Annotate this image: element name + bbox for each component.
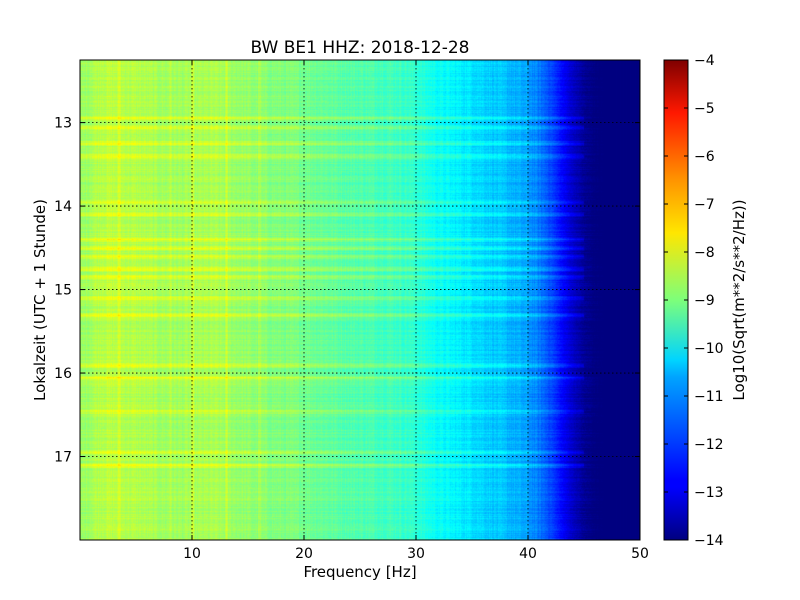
x-tick-label: 40 xyxy=(519,546,537,562)
colorbar-tick-label: −8 xyxy=(694,245,715,261)
y-tick-label: 15 xyxy=(54,283,72,299)
colorbar-tick-label: −14 xyxy=(694,533,724,549)
plot-area xyxy=(79,59,641,541)
colorbar-tick-label: −4 xyxy=(694,53,715,69)
y-tick-label: 16 xyxy=(54,366,72,382)
colorbar-tick-label: −10 xyxy=(694,341,724,357)
colorbar-tick-label: −6 xyxy=(694,149,715,165)
x-axis-ticks: 10 20 30 40 50 xyxy=(183,60,649,562)
colorbar-label: Log10(Sqrt(m**2/s**2/Hz)) xyxy=(730,199,748,400)
x-tick-label: 20 xyxy=(295,546,313,562)
colorbar-tick-label: −11 xyxy=(694,389,724,405)
colorbar-tick-label: −5 xyxy=(694,101,715,117)
grid-lines xyxy=(80,60,640,540)
chart-title: BW BE1 HHZ: 2018-12-28 xyxy=(250,38,469,58)
colorbar-tick-label: −7 xyxy=(694,197,715,213)
y-tick-label: 17 xyxy=(54,450,72,466)
colorbar-tick-label: −12 xyxy=(694,437,724,453)
colorbar-tick-label: −13 xyxy=(694,485,724,501)
y-axis-ticks: 13 14 15 16 17 xyxy=(54,116,640,466)
x-axis-label: Frequency [Hz] xyxy=(303,563,416,581)
y-tick-label: 14 xyxy=(54,199,72,215)
spectrogram-heatmap xyxy=(80,60,640,540)
colorbar-tick-label: −9 xyxy=(694,293,715,309)
colorbar: −4 −5 −6 −7 −8 −9 −10 −11 −12 −13 −14 Log10(Sqrt(m… xyxy=(663,53,748,549)
plot-frame xyxy=(79,59,641,541)
x-tick-label: 10 xyxy=(183,546,201,562)
x-tick-label: 50 xyxy=(631,546,649,562)
x-tick-label: 30 xyxy=(407,546,425,562)
y-tick-label: 13 xyxy=(54,116,72,132)
colorbar-ticks: −4 −5 −6 −7 −8 −9 −10 −11 −12 −13 −14 xyxy=(664,53,724,549)
y-axis-label: Lokalzeit (UTC + 1 Stunde) xyxy=(31,199,49,401)
